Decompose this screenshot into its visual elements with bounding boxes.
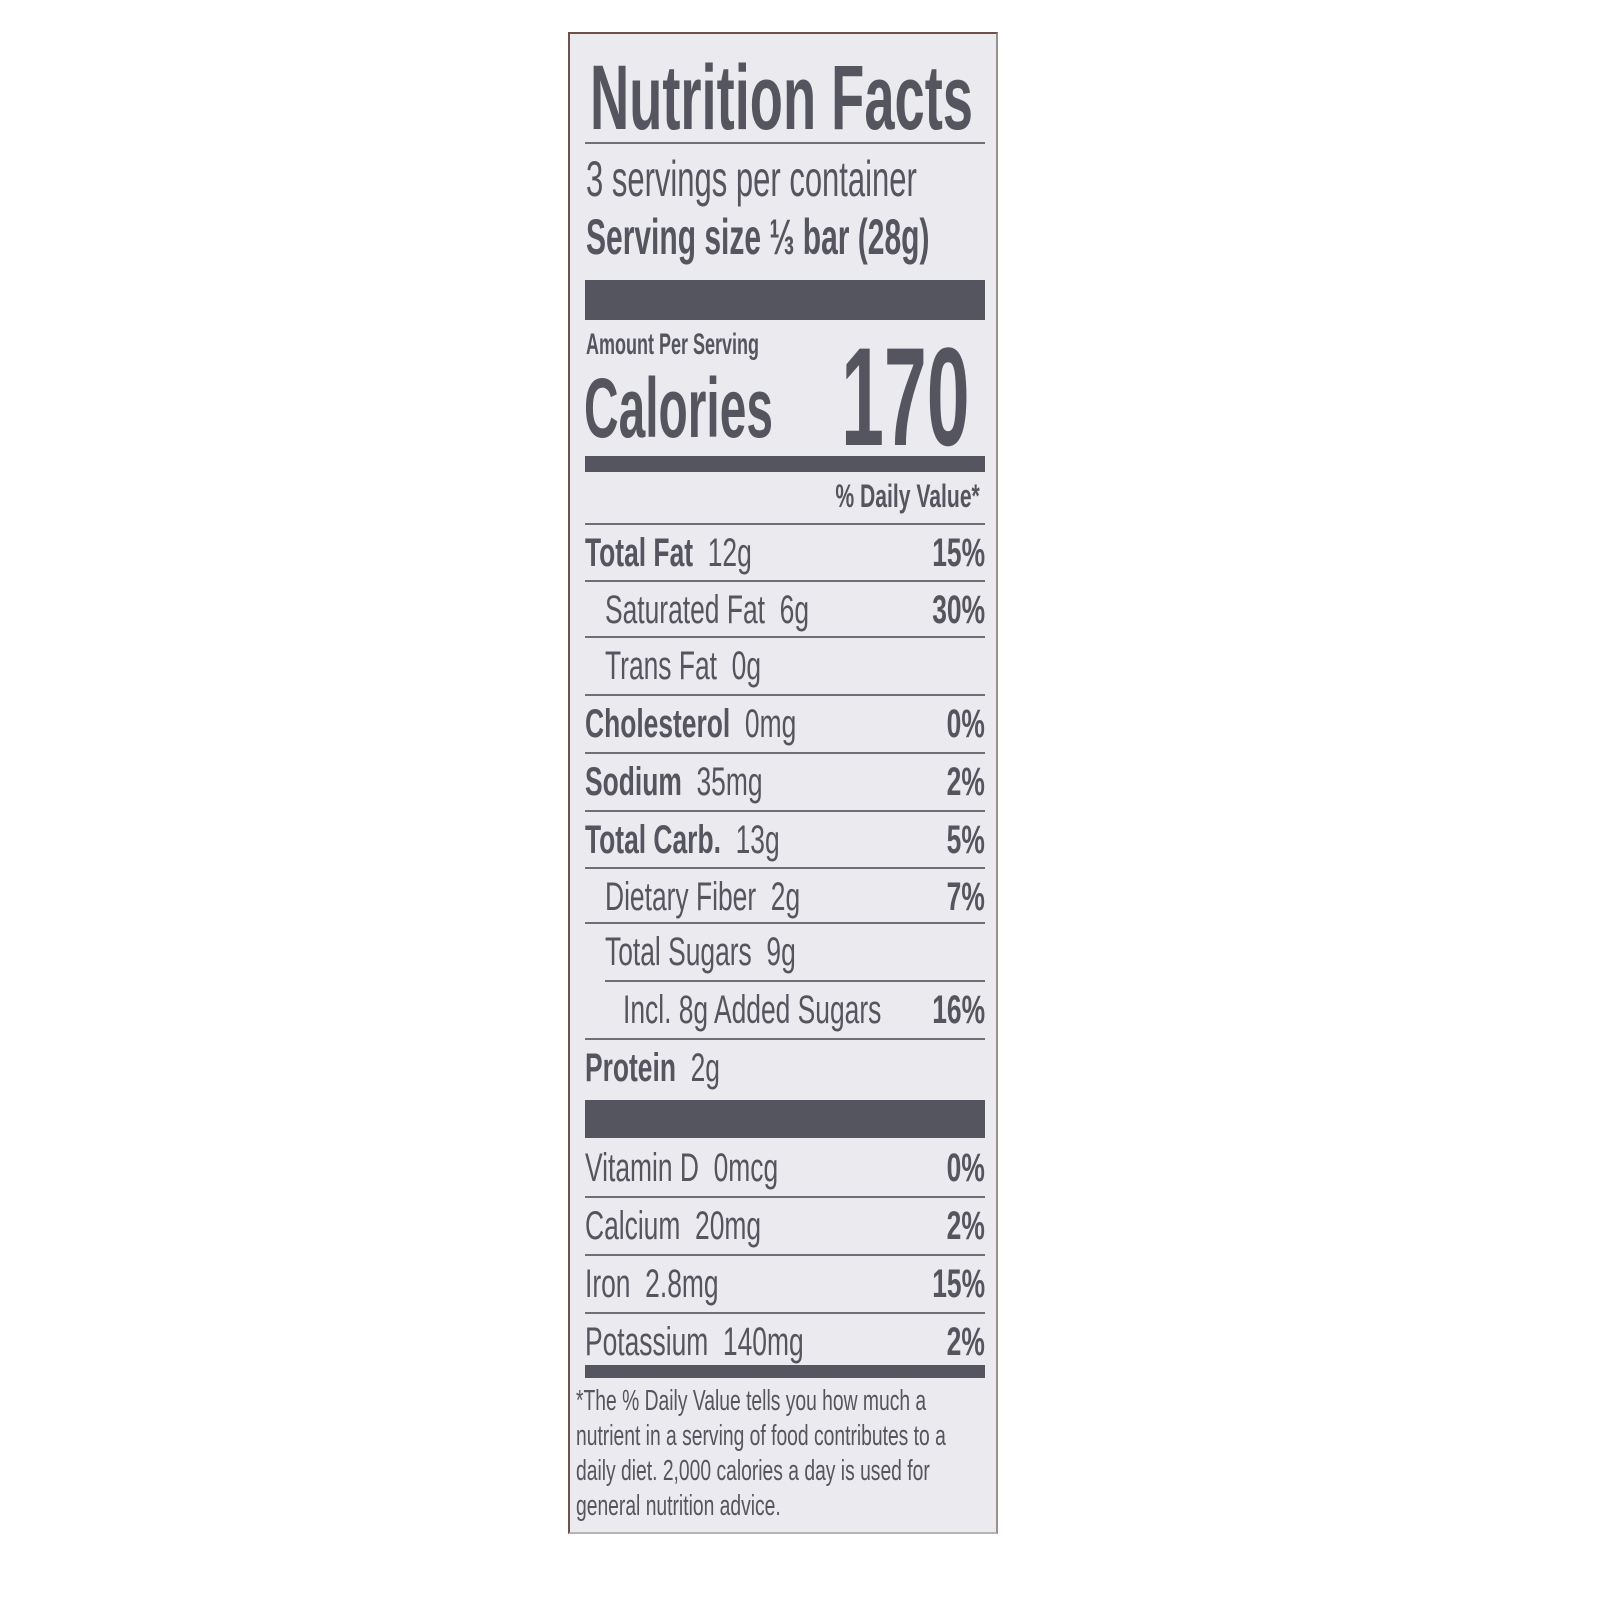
nutrient-daily-value: 15% bbox=[932, 531, 985, 575]
divider bbox=[585, 523, 985, 525]
nutrient-amount: 6g bbox=[779, 588, 810, 632]
nutrient-name: Trans Fat bbox=[605, 644, 717, 688]
nutrient-row: Incl. 8g Added Sugars 16% bbox=[585, 982, 985, 1038]
nutrient-daily-value: 0% bbox=[946, 702, 985, 746]
divider bbox=[585, 1038, 985, 1040]
nutrient-name: Dietary Fiber bbox=[605, 875, 757, 919]
nutrient-name: Cholesterol bbox=[585, 702, 731, 746]
nutrient-amount: 12g bbox=[707, 531, 752, 575]
calories-value: 170 bbox=[841, 318, 970, 475]
nutrient-name: Saturated Fat bbox=[605, 588, 765, 632]
nutrient-label: Cholesterol 0mg bbox=[585, 702, 796, 747]
title-wrap: Nutrition Facts bbox=[590, 46, 1239, 151]
vitamin-amount: 140mg bbox=[722, 1320, 804, 1364]
divider bbox=[585, 867, 985, 869]
nutrient-name: Protein bbox=[585, 1046, 676, 1090]
vitamin-amount: 20mg bbox=[695, 1204, 762, 1248]
nutrient-row: Protein 2g bbox=[585, 1040, 985, 1096]
nutrient-amount: 35mg bbox=[696, 760, 763, 804]
title: Nutrition Facts bbox=[590, 47, 973, 149]
nutrition-facts-label: Nutrition Facts 3 servings per container… bbox=[568, 32, 998, 1534]
vitamin-daily-value: 0% bbox=[946, 1146, 985, 1190]
vitamin-daily-value: 2% bbox=[946, 1320, 985, 1364]
vitamin-row: Iron 2.8mg 15% bbox=[585, 1256, 985, 1312]
nutrient-label: Trans Fat 0g bbox=[605, 644, 761, 689]
nutrient-amount: 9g bbox=[766, 930, 796, 974]
divider bbox=[585, 1254, 985, 1256]
vitamin-label: Calcium 20mg bbox=[585, 1204, 761, 1249]
vitamin-label: Iron 2.8mg bbox=[585, 1262, 719, 1307]
nutrient-row: Sodium 35mg 2% bbox=[585, 754, 985, 810]
nutrient-label: Incl. 8g Added Sugars bbox=[623, 988, 896, 1033]
divider bbox=[585, 694, 985, 696]
servings-per-container: 3 servings per container bbox=[586, 151, 917, 207]
nutrient-label: Sodium 35mg bbox=[585, 760, 763, 805]
divider bbox=[585, 580, 985, 582]
medium-bar bbox=[585, 1365, 985, 1378]
vitamin-row: Vitamin D 0mcg 0% bbox=[585, 1140, 985, 1196]
vitamin-name: Vitamin D bbox=[585, 1146, 699, 1190]
divider bbox=[585, 142, 985, 144]
nutrient-amount: 0mg bbox=[744, 702, 797, 746]
divider bbox=[585, 922, 985, 924]
vitamin-amount: 0mcg bbox=[713, 1146, 779, 1190]
nutrient-row: Cholesterol 0mg 0% bbox=[585, 696, 985, 752]
vitamin-label: Vitamin D 0mcg bbox=[585, 1146, 778, 1191]
vitamin-label: Potassium 140mg bbox=[585, 1320, 804, 1365]
serving-size-label: Serving size bbox=[586, 209, 762, 265]
divider bbox=[585, 1312, 985, 1314]
daily-value-header: % Daily Value* bbox=[835, 478, 980, 514]
vitamin-daily-value: 2% bbox=[946, 1204, 985, 1248]
vitamin-row: Calcium 20mg 2% bbox=[585, 1198, 985, 1254]
nutrient-amount: 0g bbox=[731, 644, 762, 688]
vitamin-daily-value: 15% bbox=[932, 1262, 985, 1306]
vitamin-name: Potassium bbox=[585, 1320, 709, 1364]
nutrient-label: Dietary Fiber 2g bbox=[605, 875, 800, 920]
nutrient-name: Incl. 8g Added Sugars bbox=[623, 988, 882, 1032]
thick-bar bbox=[585, 1100, 985, 1138]
nutrient-row: Total Fat 12g 15% bbox=[585, 525, 985, 581]
divider bbox=[585, 810, 985, 812]
nutrient-row: Total Sugars 9g bbox=[585, 924, 985, 980]
vitamin-name: Iron bbox=[585, 1262, 631, 1306]
nutrient-name: Total Carb. bbox=[585, 818, 721, 862]
amount-per-serving: Amount Per Serving bbox=[586, 328, 760, 361]
thick-bar bbox=[585, 280, 985, 320]
nutrient-name: Total Sugars bbox=[605, 930, 752, 974]
nutrient-daily-value: 30% bbox=[932, 588, 985, 632]
nutrient-label: Total Fat 12g bbox=[585, 531, 752, 576]
nutrient-label: Total Sugars 9g bbox=[605, 930, 796, 975]
nutrient-row: Total Carb. 13g 5% bbox=[585, 812, 985, 868]
medium-bar bbox=[585, 456, 985, 472]
nutrient-daily-value: 16% bbox=[932, 988, 985, 1032]
nutrient-daily-value: 5% bbox=[946, 818, 985, 862]
divider bbox=[585, 1196, 985, 1198]
nutrient-amount: 2g bbox=[770, 875, 801, 919]
vitamin-row: Potassium 140mg 2% bbox=[585, 1314, 985, 1370]
nutrient-label: Total Carb. 13g bbox=[585, 818, 780, 863]
divider bbox=[605, 980, 985, 982]
nutrient-row: Saturated Fat 6g 30% bbox=[585, 582, 985, 638]
vitamin-amount: 2.8mg bbox=[645, 1262, 719, 1306]
nutrient-label: Protein 2g bbox=[585, 1046, 720, 1091]
nutrient-amount: 2g bbox=[690, 1046, 720, 1090]
nutrient-name: Total Fat bbox=[585, 531, 694, 575]
vitamin-name: Calcium bbox=[585, 1204, 681, 1248]
serving-size-value: ⅓ bar (28g) bbox=[769, 209, 930, 265]
calories-label: Calories bbox=[584, 361, 773, 455]
footnote: *The % Daily Value tells you how much a … bbox=[576, 1385, 946, 1522]
divider bbox=[585, 636, 985, 638]
nutrient-daily-value: 2% bbox=[946, 760, 985, 804]
nutrient-amount: 13g bbox=[735, 818, 780, 862]
serving-size: Serving size ⅓ bar (28g) bbox=[586, 208, 929, 266]
nutrient-row: Trans Fat 0g bbox=[585, 638, 985, 694]
nutrient-row: Dietary Fiber 2g 7% bbox=[585, 869, 985, 925]
nutrient-label: Saturated Fat 6g bbox=[605, 588, 809, 633]
nutrient-name: Sodium bbox=[585, 760, 682, 804]
nutrient-daily-value: 7% bbox=[946, 875, 985, 919]
divider bbox=[585, 752, 985, 754]
